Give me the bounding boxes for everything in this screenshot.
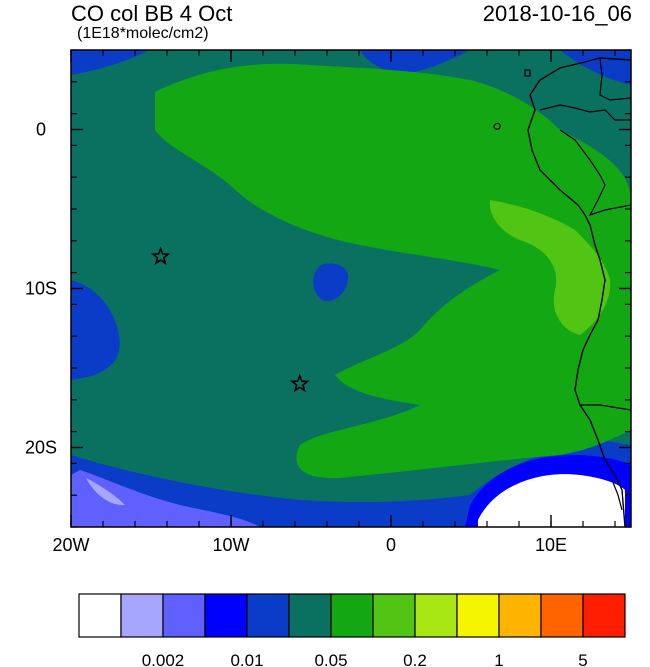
colorbar-swatch [582,593,626,638]
island-outline-2 [524,69,531,77]
colorbar-swatch [288,593,332,638]
coastline [527,57,631,527]
field-region-northwest-blue [71,50,150,75]
field-region-south-paleblue [86,478,125,506]
country-border-1 [599,57,631,101]
colorbar-swatch [372,593,416,638]
x-tick-label: 10W [212,535,249,555]
colorbar [78,593,626,638]
field-region-plume-green [155,63,631,479]
co-field [71,50,631,527]
country-border-2 [539,104,631,121]
site-markers [150,246,310,393]
x-tick-label: 20W [52,535,89,555]
field-region-blob-blue [313,263,349,301]
island-outline [493,122,501,130]
colorbar-label: 5 [578,651,587,667]
y-tick-label: 20S [25,438,57,458]
y-tick-label: 10S [25,279,57,299]
field-region-southeast-white [478,474,625,527]
country-border-5 [611,479,623,511]
axis-ticks: 20W 10W 0 10E 0 10S 20S [25,49,631,555]
colorbar-swatch [78,593,122,638]
colorbar-swatch [330,593,374,638]
colorbar-swatch [540,593,584,638]
country-border-3 [559,129,631,217]
colorbar-label: 0.002 [142,651,185,667]
colorbar-labels: 0.002 0.01 0.05 0.2 1 5 [142,651,588,667]
colorbar-swatch [204,593,248,638]
star-marker-icon [150,246,171,266]
field-region-north-blue [360,50,470,75]
colorbar-swatch [456,593,500,638]
map-units: (1E18*molec/cm2) [77,25,209,42]
country-border-4 [580,404,631,411]
valid-datetime: 2018-10-16_06 [482,1,632,26]
field-region-coast-lightgreen [489,200,611,335]
colorbar-swatch [498,593,542,638]
colorbar-swatch [120,593,164,638]
x-tick-label: 10E [535,535,567,555]
colorbar-swatch [414,593,458,638]
x-tick-label: 0 [386,535,396,555]
colorbar-label: 0.2 [403,651,427,667]
field-region-south-lightblue [71,470,260,527]
field-region-west-blue [71,280,120,380]
y-tick-label: 0 [36,120,46,140]
star-marker-icon [290,373,310,393]
colorbar-label: 0.05 [314,651,347,667]
map-title: CO col BB 4 Oct [71,1,233,26]
colorbar-label: 1 [494,651,503,667]
colorbar-label: 0.01 [230,651,263,667]
colorbar-swatch [162,593,206,638]
colorbar-swatch [246,593,290,638]
